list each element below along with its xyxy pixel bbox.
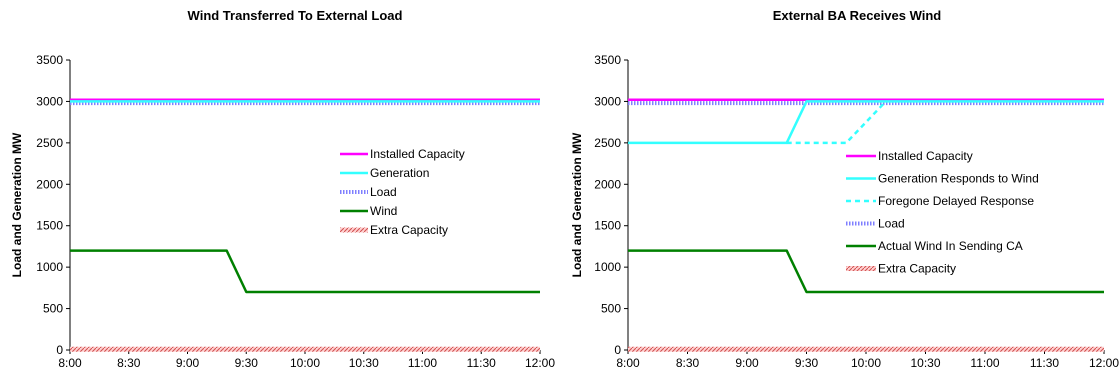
x-tick-label: 9:30 <box>235 356 259 370</box>
y-tick-label: 1000 <box>594 260 621 274</box>
chart-external-ba: External BA Receives Wind Load and Genera… <box>560 0 1119 379</box>
legend-label-foregone-delayed-response: Foregone Delayed Response <box>878 194 1034 208</box>
chart-svg: External BA Receives Wind Load and Genera… <box>570 8 1119 370</box>
y-axis-label: Load and Generation MW <box>10 132 24 277</box>
y-tick-label: 0 <box>614 343 621 357</box>
legend-label-generation: Generation <box>370 166 429 180</box>
legend-label-load: Load <box>878 217 905 231</box>
x-tick-label: 8:00 <box>58 356 82 370</box>
chart-title: External BA Receives Wind <box>773 8 942 23</box>
legend-label-actual-wind-in-sending-ca: Actual Wind In Sending CA <box>878 239 1023 253</box>
legend-label-extra-capacity: Extra Capacity <box>370 223 448 237</box>
x-tick-label: 9:00 <box>176 356 200 370</box>
series-line-wind <box>70 249 540 294</box>
y-tick-label: 3000 <box>36 94 63 108</box>
y-tick-label: 2000 <box>594 177 621 191</box>
y-tick-label: 1500 <box>36 219 63 233</box>
y-tick-label: 2500 <box>36 136 63 150</box>
x-tick-label: 10:00 <box>290 356 320 370</box>
y-tick-label: 2500 <box>594 136 621 150</box>
x-tick-label: 9:30 <box>795 356 819 370</box>
y-axis-label: Load and Generation MW <box>570 132 584 277</box>
x-tick-label: 8:00 <box>616 356 640 370</box>
x-tick-label: 9:00 <box>735 356 759 370</box>
x-tick-label: 8:30 <box>676 356 700 370</box>
y-tick-label: 0 <box>56 343 63 357</box>
x-tick-label: 11:30 <box>1030 356 1059 370</box>
legend-label-generation-responds-to-wind: Generation Responds to Wind <box>878 172 1039 186</box>
y-tick-label: 3500 <box>36 53 63 67</box>
y-tick-label: 500 <box>43 302 63 316</box>
legend-label-wind: Wind <box>370 204 397 218</box>
x-tick-label: 10:30 <box>910 356 940 370</box>
x-tick-label: 8:30 <box>117 356 141 370</box>
legend-label-installed-capacity: Installed Capacity <box>370 147 465 161</box>
legend-label-installed-capacity: Installed Capacity <box>878 149 973 163</box>
x-tick-label: 10:30 <box>349 356 379 370</box>
y-tick-label: 500 <box>601 302 621 316</box>
x-tick-label: 11:00 <box>408 356 437 370</box>
chart-title: Wind Transferred To External Load <box>188 8 403 23</box>
y-tick-label: 2000 <box>36 177 63 191</box>
x-tick-label: 11:30 <box>467 356 496 370</box>
chart-wind-transferred: Wind Transferred To External Load Load an… <box>10 8 555 370</box>
chart-svg: Wind Transferred To External Load Load an… <box>10 8 555 370</box>
legend-label-load: Load <box>370 185 397 199</box>
y-tick-label: 1000 <box>36 260 63 274</box>
series-line-generation-responds-to-wind <box>628 100 1104 145</box>
x-tick-label: 12:00 <box>525 356 555 370</box>
series-line-foregone-delayed-response <box>786 100 887 145</box>
y-tick-label: 1500 <box>594 219 621 233</box>
y-tick-label: 3500 <box>594 53 621 67</box>
y-tick-label: 3000 <box>594 94 621 108</box>
x-tick-label: 11:00 <box>970 356 999 370</box>
x-tick-label: 10:00 <box>851 356 881 370</box>
legend-label-extra-capacity: Extra Capacity <box>878 262 956 276</box>
series-line-actual-wind-in-sending-ca <box>628 249 1104 294</box>
x-tick-label: 12:00 <box>1089 356 1119 370</box>
